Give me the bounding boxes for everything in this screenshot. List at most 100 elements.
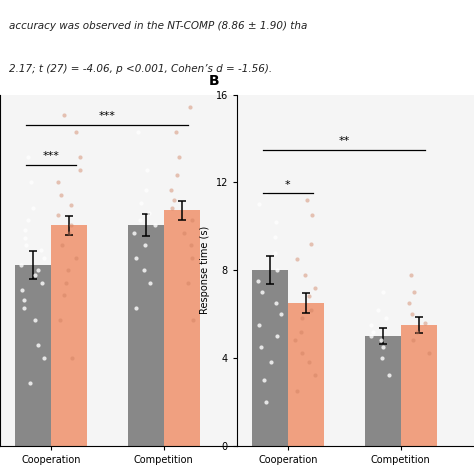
Point <box>311 372 319 379</box>
Point <box>374 306 382 313</box>
Point <box>407 271 414 278</box>
Point <box>187 241 195 249</box>
Point <box>267 358 274 366</box>
Point <box>189 317 197 324</box>
Point <box>413 328 420 336</box>
Point <box>143 166 151 174</box>
Point <box>68 201 75 209</box>
Point <box>273 266 281 274</box>
Point <box>130 229 138 237</box>
Point <box>305 292 313 301</box>
Point <box>367 321 375 329</box>
Point <box>146 279 154 286</box>
Point <box>293 387 301 394</box>
Point <box>21 226 29 234</box>
Point <box>180 229 188 237</box>
Point <box>18 286 26 294</box>
Point <box>254 277 262 285</box>
Bar <box>164 210 200 446</box>
Point <box>189 254 196 262</box>
Point <box>301 271 309 278</box>
Point <box>146 209 153 216</box>
Point <box>308 211 316 219</box>
Point <box>21 304 28 311</box>
Point <box>171 196 178 204</box>
Point <box>385 372 393 379</box>
Point <box>140 266 148 274</box>
Point <box>263 190 270 197</box>
Point <box>257 343 265 351</box>
Point <box>21 296 28 304</box>
Bar <box>252 270 288 446</box>
Point <box>136 216 144 224</box>
Point <box>311 284 319 292</box>
Point <box>369 328 377 336</box>
Point <box>255 201 263 208</box>
Point <box>142 186 150 194</box>
Point <box>26 379 34 387</box>
Point <box>60 292 68 299</box>
Point <box>425 350 432 357</box>
Point <box>292 337 299 344</box>
Point <box>67 221 75 229</box>
Point <box>24 216 32 224</box>
Point <box>293 255 301 263</box>
Bar <box>15 265 51 446</box>
Point <box>34 266 42 274</box>
Point <box>405 299 412 307</box>
Point <box>73 128 80 136</box>
Point <box>307 240 315 247</box>
Point <box>72 254 80 262</box>
Text: ***: *** <box>42 151 59 161</box>
Point <box>76 154 84 161</box>
Point <box>40 354 47 362</box>
Point <box>367 332 375 340</box>
Point <box>308 306 315 313</box>
Bar <box>128 225 164 446</box>
Point <box>173 128 180 136</box>
Point <box>142 241 149 249</box>
Point <box>379 343 387 351</box>
Y-axis label: Response time (s): Response time (s) <box>200 226 210 314</box>
Point <box>56 317 64 324</box>
Point <box>184 279 192 286</box>
Point <box>167 186 174 194</box>
Point <box>261 376 268 383</box>
Point <box>255 321 263 329</box>
Point <box>58 241 65 249</box>
Point <box>132 304 140 311</box>
Point <box>133 254 140 262</box>
Point <box>382 315 390 322</box>
Text: accuracy was observed in the NT-COMP (8.86 ± 1.90) tha: accuracy was observed in the NT-COMP (8.… <box>9 21 308 31</box>
Point <box>305 358 313 366</box>
Point <box>271 249 279 256</box>
Point <box>303 196 311 204</box>
Point <box>409 310 416 318</box>
Point <box>273 218 280 226</box>
Point <box>64 266 72 274</box>
Point <box>273 299 280 307</box>
Text: *: * <box>285 180 291 190</box>
Point <box>31 272 39 279</box>
Bar <box>51 225 87 446</box>
Point <box>298 315 305 322</box>
Point <box>168 204 175 211</box>
Point <box>379 354 386 362</box>
Bar <box>288 303 324 446</box>
Point <box>37 246 45 254</box>
Point <box>152 221 159 229</box>
Point <box>29 204 37 211</box>
Bar <box>365 336 401 446</box>
Point <box>31 317 39 324</box>
Point <box>377 337 384 344</box>
Point <box>259 288 266 296</box>
Point <box>263 398 270 406</box>
Point <box>35 342 42 349</box>
Point <box>62 279 69 286</box>
Point <box>27 179 35 186</box>
Point <box>186 103 193 111</box>
Text: **: ** <box>338 137 350 146</box>
Point <box>68 354 75 362</box>
Text: 2.17; t (27) = -4.06, p <0.001, Cohen’s d = -1.56).: 2.17; t (27) = -4.06, p <0.001, Cohen’s … <box>9 64 273 74</box>
Point <box>76 166 83 174</box>
